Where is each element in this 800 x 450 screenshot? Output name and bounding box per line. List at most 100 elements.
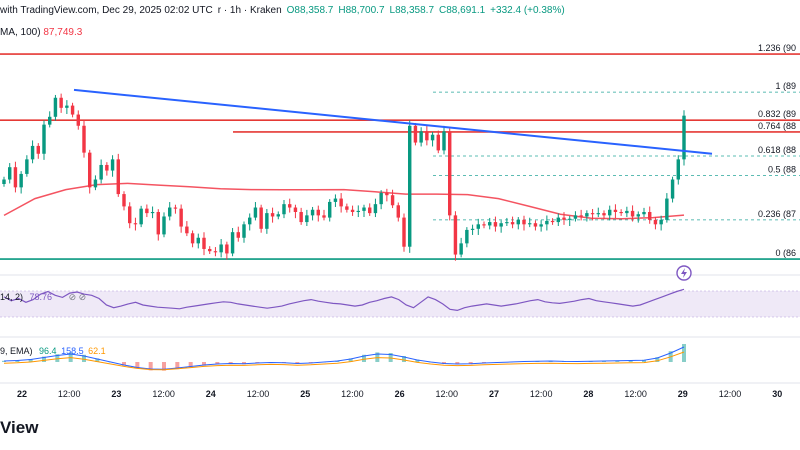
candle — [665, 193, 669, 223]
candle-body — [339, 198, 343, 207]
candle-body — [25, 159, 29, 174]
fib-label-7: 0 (86 — [775, 248, 796, 258]
macd-histogram-bar — [682, 344, 686, 362]
candle — [642, 207, 646, 218]
macd-v2: 158.5 — [61, 346, 84, 356]
candle-body — [362, 207, 366, 211]
candle — [99, 159, 103, 184]
candle — [19, 171, 23, 194]
candle — [448, 128, 452, 221]
candle — [299, 207, 303, 225]
candle — [396, 202, 400, 222]
candle — [219, 238, 223, 258]
candle-body — [556, 217, 560, 223]
candle — [470, 224, 475, 235]
candle — [133, 217, 138, 231]
candle — [385, 188, 389, 202]
macd-histogram-bar — [228, 362, 233, 364]
x-tick-label: 22 — [17, 389, 27, 399]
fib-label-0: 1.236 (90 — [758, 43, 796, 53]
candle-body — [385, 192, 389, 196]
candle-body — [522, 219, 526, 225]
candle-body — [156, 212, 160, 235]
candle-body — [636, 214, 640, 217]
candle — [345, 203, 349, 213]
x-tick-label: 30 — [772, 389, 782, 399]
candle — [2, 176, 6, 187]
candle — [82, 120, 86, 158]
candle-body — [533, 223, 538, 227]
candle — [442, 125, 446, 155]
candle-body — [430, 134, 435, 141]
rsi-eye-icon[interactable]: ⊘ ⊘ — [68, 292, 87, 302]
candle — [208, 246, 212, 254]
alert-bolt-icon[interactable] — [676, 265, 692, 281]
candle-body — [122, 194, 126, 207]
candle — [310, 206, 315, 221]
candle — [70, 102, 75, 118]
candle — [636, 211, 640, 223]
candle-body — [259, 207, 263, 229]
candle — [465, 227, 469, 248]
candle-body — [196, 237, 200, 244]
candle — [293, 204, 298, 219]
close-value: C88,691.1 — [439, 5, 486, 16]
candle — [608, 205, 612, 221]
candle — [305, 209, 309, 226]
candle — [282, 200, 286, 219]
candle — [48, 111, 52, 128]
candle-body — [236, 232, 240, 238]
candle-body — [270, 213, 275, 217]
candle-body — [202, 237, 206, 249]
candle — [179, 204, 183, 233]
macd-histogram-bar — [242, 362, 246, 365]
candle — [76, 110, 80, 130]
candle — [42, 120, 46, 160]
candle-body — [442, 131, 446, 151]
macd-histogram-bar — [442, 362, 446, 364]
candle — [202, 232, 206, 256]
macd-histogram-bar — [55, 354, 60, 362]
macd-histogram-bar — [42, 356, 46, 362]
candle — [356, 205, 360, 218]
macd-histogram-bar — [148, 362, 153, 371]
candle-body — [470, 228, 475, 230]
candle — [670, 176, 675, 203]
candle-body — [328, 201, 332, 218]
x-tick-label: 12:00 — [152, 389, 175, 399]
candle — [568, 215, 572, 226]
candle — [653, 217, 658, 230]
candle — [93, 175, 98, 191]
candle — [562, 212, 566, 225]
candle-body — [488, 222, 492, 226]
macd-histogram-bar — [295, 362, 300, 364]
macd-histogram-bar — [202, 362, 206, 366]
candle — [185, 221, 189, 237]
candle-body — [419, 131, 423, 143]
macd-v3: 62.1 — [88, 346, 106, 356]
candle — [425, 125, 429, 146]
fib-label-6: 0.236 (87 — [758, 209, 796, 219]
candle — [362, 204, 366, 218]
candle — [276, 211, 280, 220]
candle-body — [408, 125, 412, 247]
x-tick-label: 23 — [111, 389, 121, 399]
candle-body — [253, 207, 258, 218]
candle — [253, 202, 258, 221]
candle-body — [139, 208, 143, 225]
macd-histogram-bar — [468, 362, 473, 365]
x-tick-label: 25 — [300, 389, 310, 399]
macd-legend: 9, EMA) 96.4 158.5 62.1 — [0, 346, 106, 356]
macd-histogram-bar — [28, 359, 33, 362]
candle-body — [648, 212, 652, 220]
candle — [236, 226, 240, 242]
candle-body — [368, 207, 372, 214]
candle — [379, 190, 383, 210]
x-tick-label: 29 — [678, 389, 688, 399]
fib-label-4: 0.618 (88 — [758, 145, 796, 155]
candle — [173, 204, 178, 214]
macd-label: 9, EMA) — [0, 346, 33, 356]
candle — [545, 215, 549, 231]
rsi-label: 14, 2) — [0, 292, 24, 302]
